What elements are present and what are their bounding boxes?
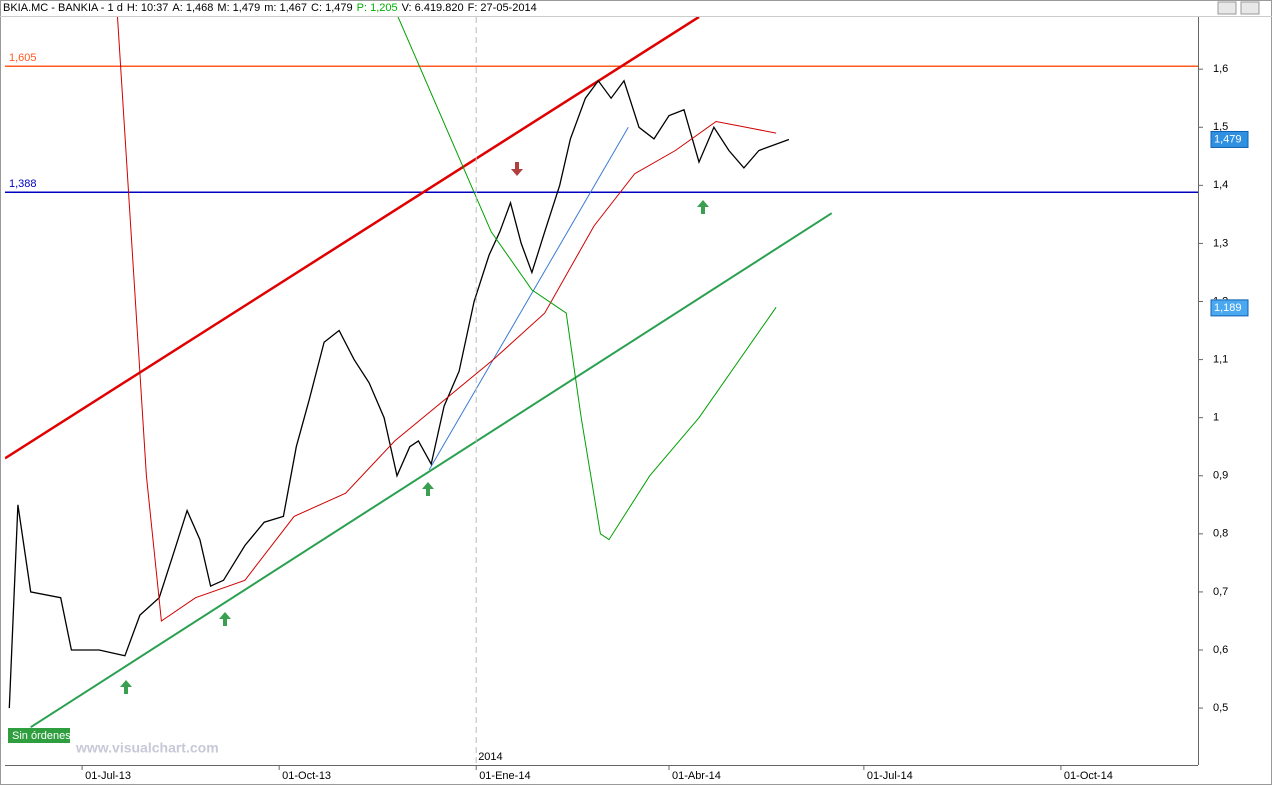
- level-label: 1,605: [9, 52, 37, 64]
- x-tick-label: 01-Oct-13: [282, 770, 331, 782]
- price-tag-label: 1,479: [1214, 133, 1242, 145]
- header-field: M: 1,479: [217, 2, 261, 14]
- y-tick-label: 0,6: [1213, 644, 1228, 656]
- x-tick-label: 01-Jul-14: [867, 770, 913, 782]
- header-field: H: 10:37: [126, 2, 169, 14]
- status: Sin órdenes: [12, 730, 71, 742]
- header-field: V: 6.419.820: [401, 2, 464, 14]
- header-field: P: 1,205: [356, 2, 398, 14]
- series-layer: 1,605 1,388: [5, 17, 1198, 729]
- trendline: [428, 127, 629, 471]
- price-line: [8, 79, 790, 709]
- watermark: www.visualchart.com: [75, 740, 219, 756]
- buy-arrow: [422, 482, 434, 496]
- trendline: [30, 212, 833, 729]
- header: BKIA.MC - BANKIA - 1 d H: 10:37 A: 1,468 M:…: [3, 2, 541, 14]
- y-tick-label: 0,9: [1213, 470, 1228, 482]
- price-tag-label: 1,189: [1214, 302, 1242, 314]
- price-tag: [1210, 299, 1249, 317]
- year-label: 2014: [478, 751, 502, 763]
- y-tick-label: 0,7: [1213, 586, 1228, 598]
- y-tick-label: 1,6: [1213, 63, 1228, 75]
- header-field: F: 27-05-2014: [467, 2, 537, 14]
- header-field: m: 1,467: [264, 2, 308, 14]
- level-label: 1,388: [9, 178, 37, 190]
- x-tick-label: 01-Ene-14: [479, 770, 530, 782]
- y-tick-label: 1,4: [1213, 179, 1228, 191]
- signals: [120, 162, 709, 694]
- trendline: [5, 17, 700, 460]
- buy-arrow: [219, 612, 231, 626]
- status-box: [8, 728, 70, 743]
- y-tick-label: 0,8: [1213, 528, 1228, 540]
- window-button[interactable]: [1217, 1, 1237, 15]
- sell-arrow: [511, 162, 523, 176]
- header-field: C: 1,479: [311, 2, 353, 14]
- buy-arrow: [120, 680, 132, 694]
- buy-arrow: [697, 200, 709, 214]
- y-tick-label: 1,5: [1213, 121, 1228, 133]
- price-tag: [1210, 130, 1249, 148]
- header-field: BKIA.MC - BANKIA - 1 d: [3, 2, 123, 14]
- y-tick-label: 1,3: [1213, 237, 1228, 249]
- x-tick-label: 01-Jul-13: [85, 770, 131, 782]
- header-field: A: 1,468: [172, 2, 214, 14]
- plot-area: 1,605 1,388: [5, 17, 1198, 729]
- window-button[interactable]: [1240, 1, 1260, 15]
- y-tick-label: 0,5: [1213, 702, 1228, 714]
- y-tick-label: 1,1: [1213, 353, 1228, 365]
- indicator-line: [117, 17, 777, 622]
- y-tick-label: 1: [1213, 412, 1219, 424]
- indicator-line: [397, 17, 777, 541]
- x-tick-label: 01-Oct-14: [1064, 770, 1113, 782]
- x-tick-label: 01-Abr-14: [672, 770, 721, 782]
